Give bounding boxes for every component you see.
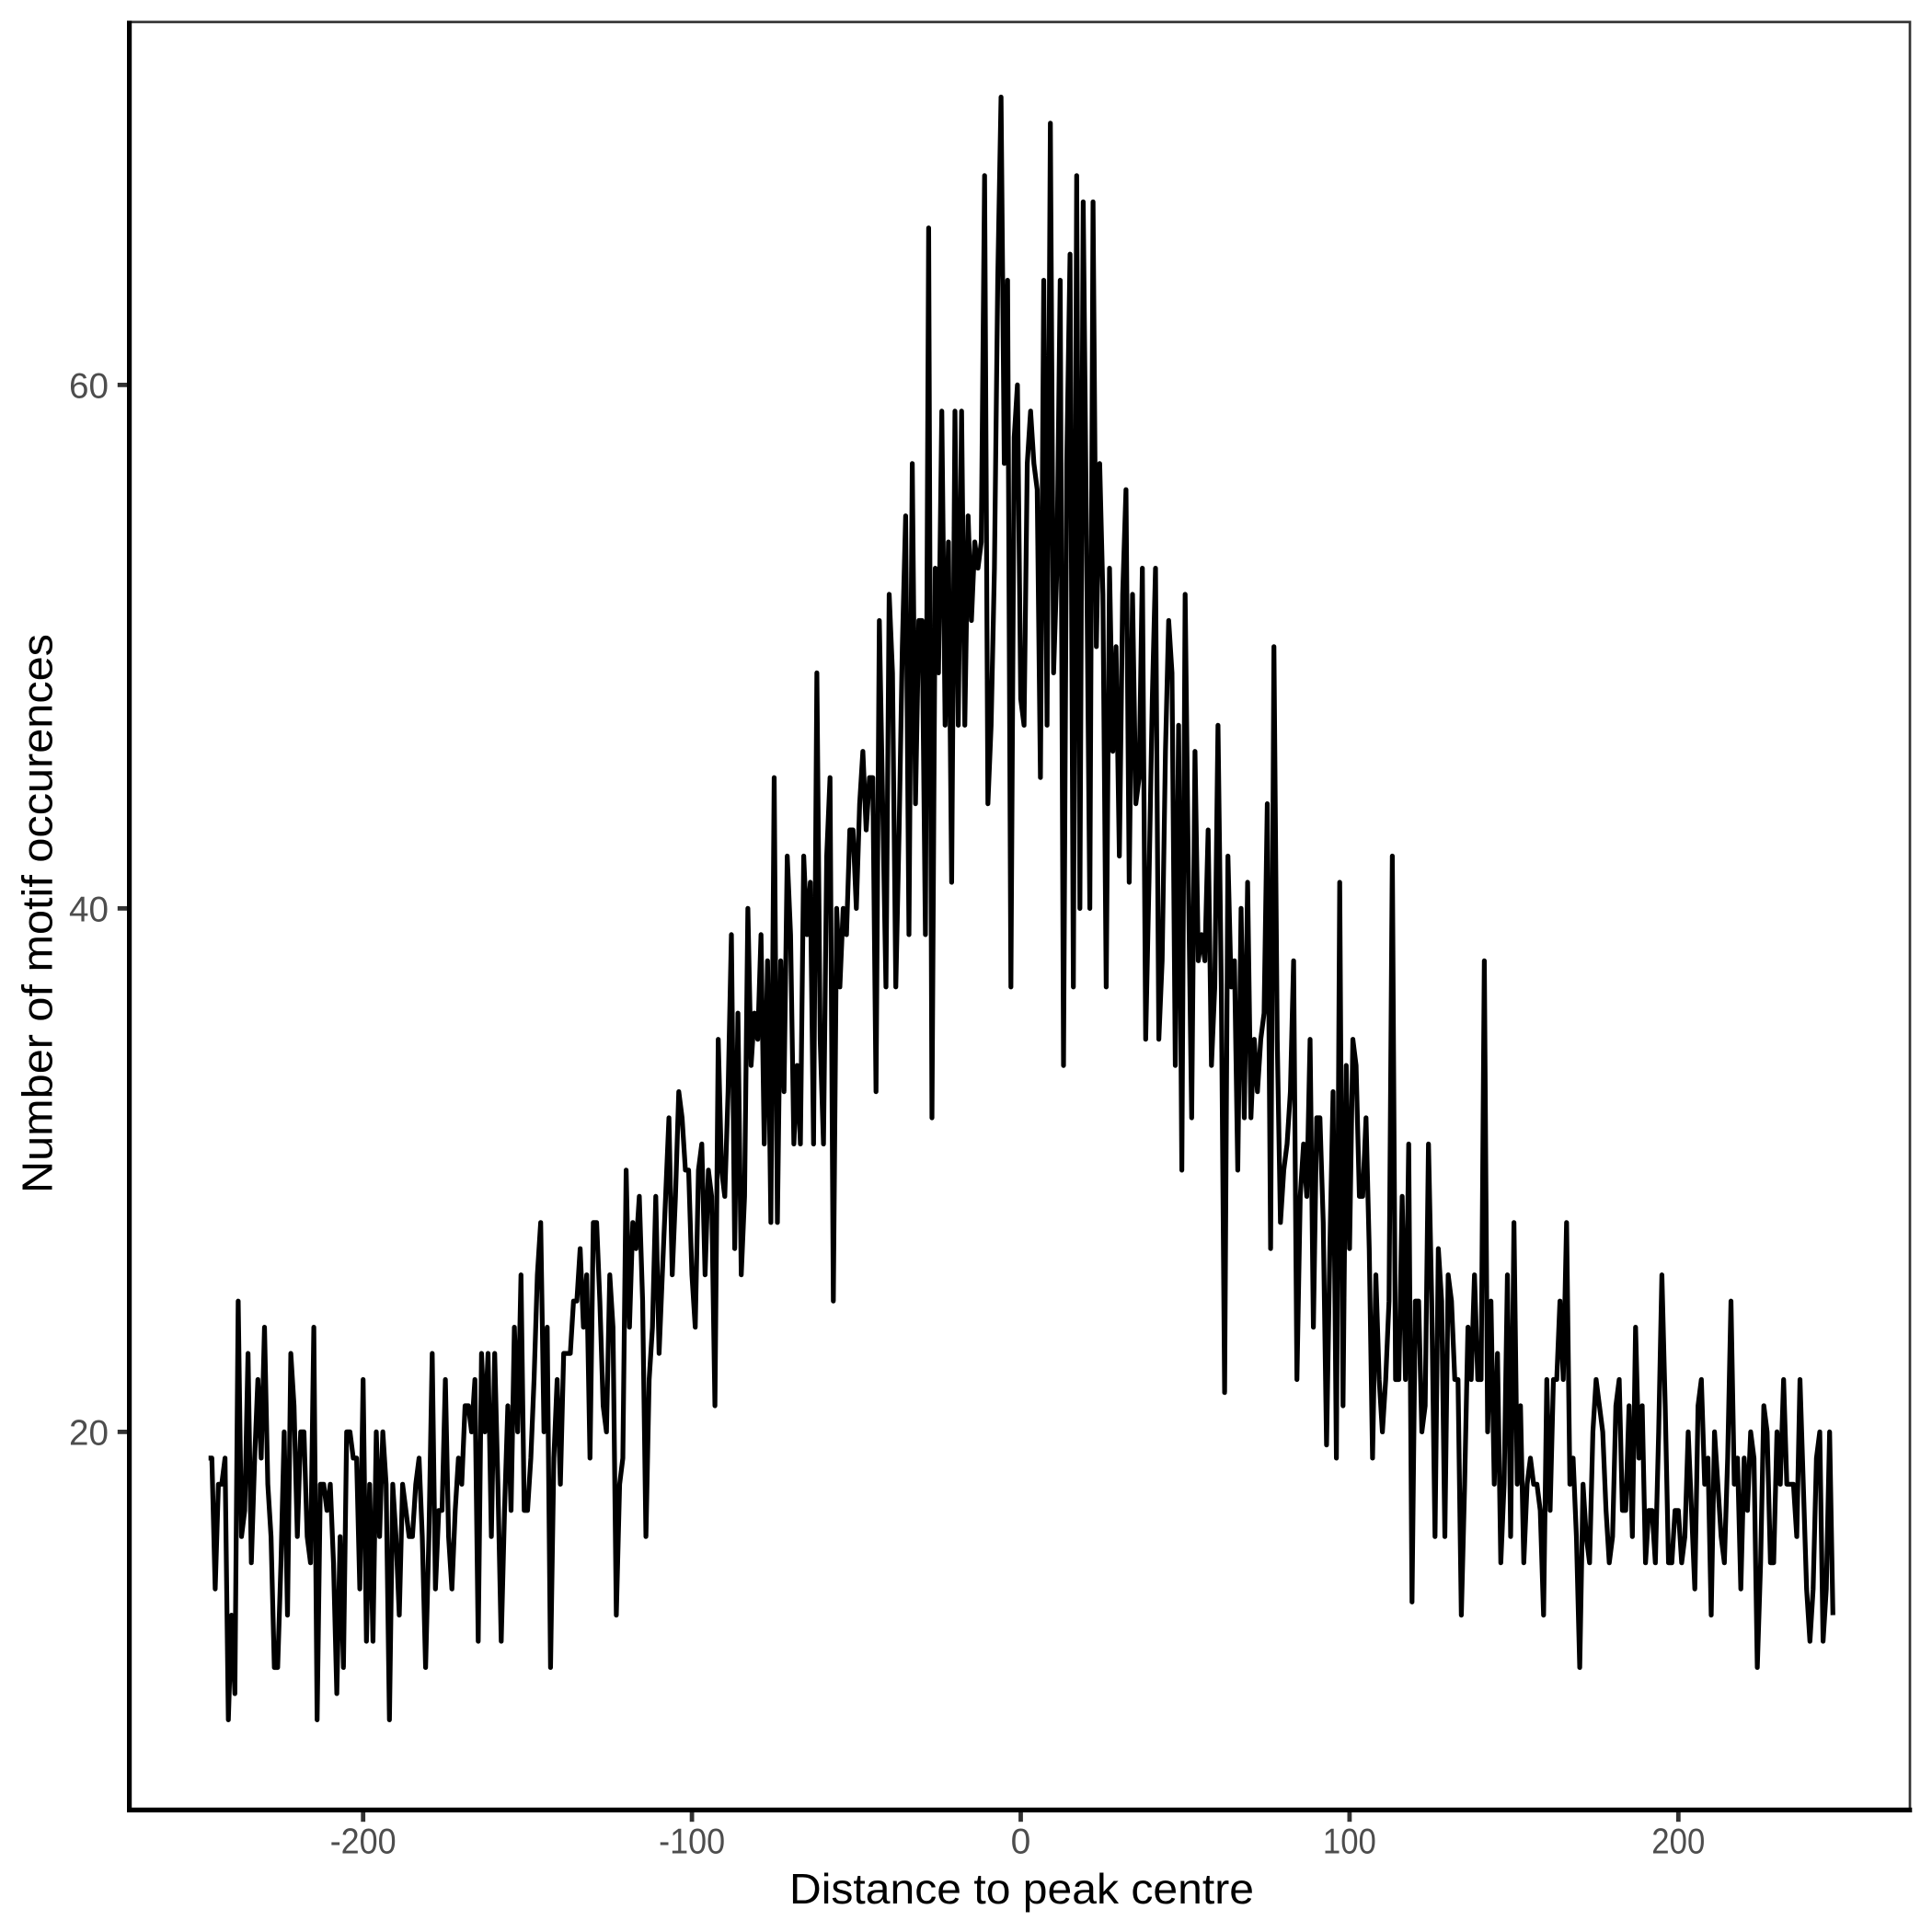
svg-text:100: 100	[1323, 1823, 1376, 1862]
svg-text:20: 20	[69, 1413, 109, 1453]
svg-text:Distance to peak centre: Distance to peak centre	[789, 1865, 1254, 1913]
svg-text:0: 0	[1011, 1823, 1031, 1862]
svg-text:60: 60	[69, 366, 109, 406]
svg-text:200: 200	[1651, 1823, 1705, 1862]
svg-text:-100: -100	[659, 1823, 725, 1862]
svg-text:-200: -200	[330, 1823, 397, 1862]
svg-text:Number of motif occurences: Number of motif occurences	[14, 634, 62, 1193]
svg-text:40: 40	[69, 890, 109, 929]
